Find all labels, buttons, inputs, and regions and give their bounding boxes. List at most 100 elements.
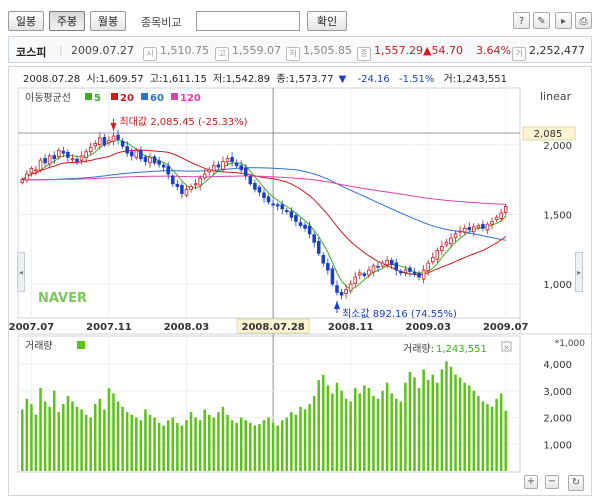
volume-bar [66,396,70,471]
candle-body [84,151,88,159]
volume-tick-label: 3,000 [543,387,572,398]
volume-bar [499,393,503,471]
candle-body [275,204,280,207]
candle-body [88,147,93,153]
high-tag: 고 [215,47,229,61]
candle-body [399,270,403,274]
volume-bar [39,388,42,471]
candle-body [289,211,294,218]
candle-body [444,241,449,246]
daily-button[interactable]: 일봉 [8,11,44,31]
scroll-right-handle[interactable]: ▸ [575,252,583,292]
volume-bar [93,404,97,471]
volume-bar [162,425,165,471]
price-tick-label: 1,500 [543,210,572,221]
volume-bar [21,409,24,471]
candle-body [312,234,316,243]
candle-body [335,285,339,293]
compare-input[interactable] [196,11,300,31]
candle-body [257,186,262,193]
volume-bar [312,396,316,471]
candle-body [298,222,303,226]
volume-bar [171,417,175,471]
pen-icon[interactable]: ✎ [533,12,550,29]
candle-body [161,164,166,168]
weekly-button[interactable]: 주봉 [49,11,85,31]
price-tick-label: 2,000 [543,141,572,152]
volume-bar [353,388,357,471]
candle-body [426,262,430,271]
grid-lines [18,88,520,472]
volume-bar [290,412,293,471]
print-icon[interactable]: ⎙ [575,12,592,29]
candle-body [221,161,225,170]
volume-unit: *1,000 [555,339,586,349]
volume-bar [495,398,498,471]
candle-body [490,220,494,225]
candle-body [143,156,148,162]
volume-bar [226,414,229,471]
volume-bar [144,409,147,471]
volume-title: 거래량 [25,340,53,352]
candle-body [230,157,234,162]
ma5-swatch [85,93,92,100]
volume-bar [153,417,156,471]
candlesticks [20,129,508,300]
candle-body [70,158,75,161]
volume-bar [426,380,430,471]
volume-bar [349,401,352,471]
volume-bar [322,374,325,471]
max-arrowhead [110,122,117,131]
ma-legend-title: 이동평균선 [25,92,71,104]
time-tick-label: 2008.11 [328,322,374,333]
volume-bar [335,382,339,471]
volume-current: 거래량: 1,243,551 [403,343,487,355]
volume-value: 거 2,252,477 [512,44,585,61]
zoom-out-button[interactable]: − [545,475,559,489]
candle-body [25,173,29,181]
volume-bar [440,369,444,471]
time-tick-label: 2008.03 [164,322,210,333]
volume-bar [267,417,270,471]
candle-body [47,155,52,165]
confirm-button[interactable]: 확인 [307,11,347,31]
candle-body [307,225,312,235]
volume-bar [472,390,476,471]
time-tick-label: 2008.07.28 [241,322,304,333]
candle-body [43,158,47,164]
candle-body [339,291,344,296]
volume-bar [395,398,398,471]
volume-close-icon[interactable] [501,341,512,352]
quote-date: 2009.07.27 [71,44,134,57]
volume-bar [244,420,248,471]
open-tag: 시 [143,47,157,61]
volume-tag: 거 [512,47,526,61]
candle-body [467,227,472,231]
candle-body [330,268,335,285]
volume-bar [299,406,302,471]
monthly-button[interactable]: 월봉 [90,11,126,31]
divider: | [59,44,63,57]
volume-bar [344,398,348,471]
chart-header: 2008.07.28 시:1,609.57 고:1,611.15 저:1,542… [23,73,507,85]
candle-body [234,162,239,167]
open-value: 시 1,510.75 [143,44,209,61]
volume-bars [21,361,507,471]
volume-plot-frame [17,335,521,473]
candle-body [362,273,367,277]
volume-bar [221,406,225,471]
zoom-in-button[interactable]: + [524,475,538,489]
candle-body [476,225,481,228]
volume-bar [504,410,507,471]
scale-label[interactable]: linear [540,90,572,103]
candle-body [111,135,116,142]
volume-bar [303,409,307,471]
volume-bar [52,390,56,471]
candle-body [449,237,453,244]
cursor-icon[interactable]: ▸ [555,12,572,29]
tool-icon[interactable]: ? [513,12,530,29]
refresh-icon[interactable]: ↻ [568,475,584,491]
ma20-swatch [111,93,118,100]
candle-body [472,226,476,233]
